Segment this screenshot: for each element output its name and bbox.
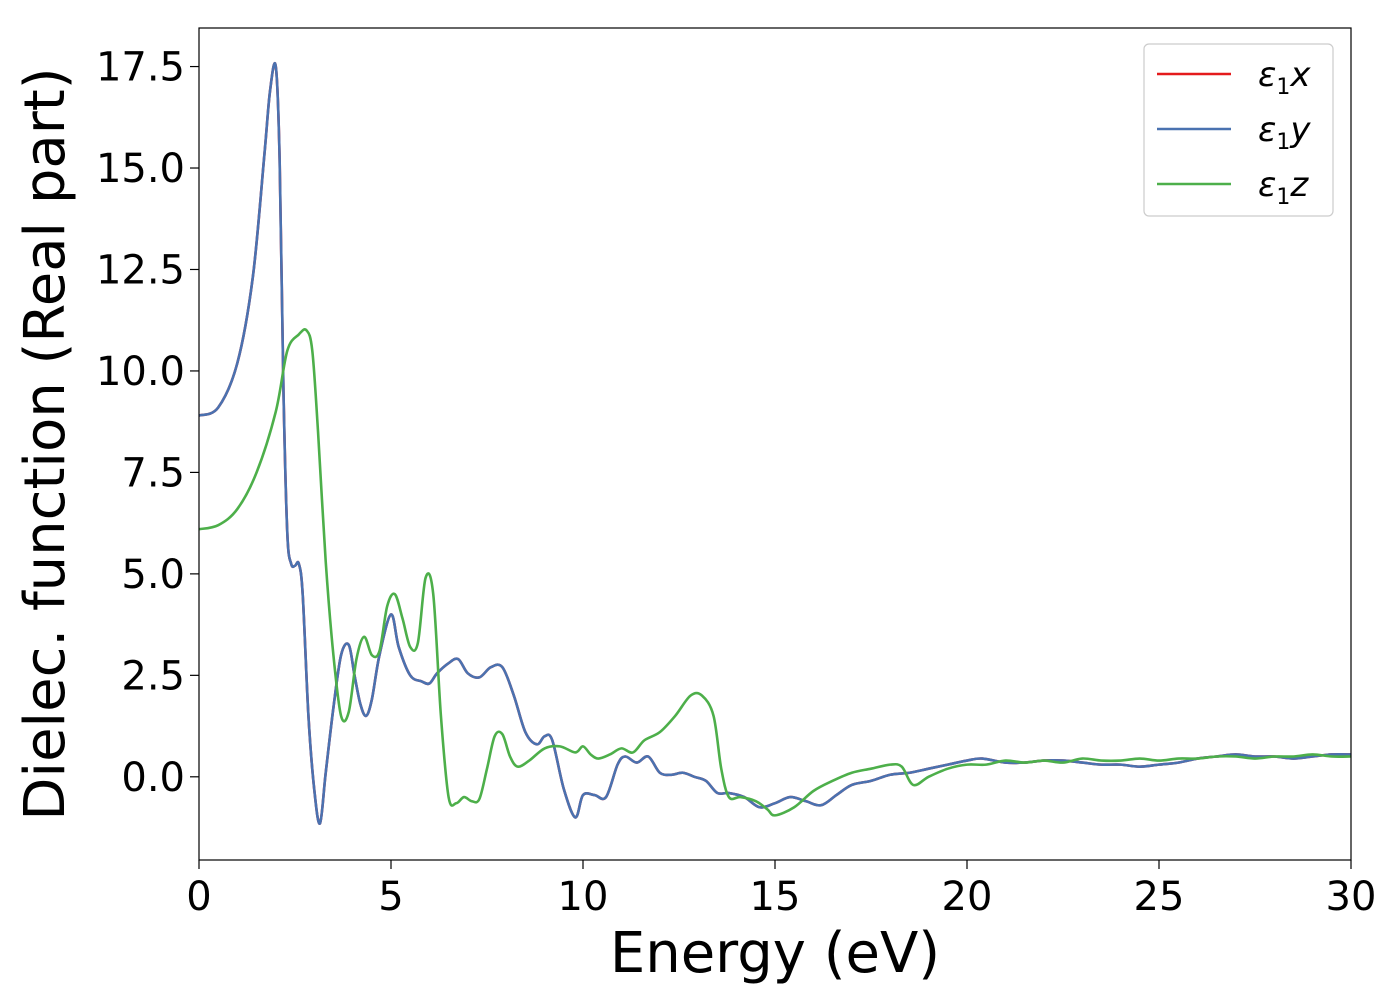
y-tick-label: 7.5 [121, 450, 185, 496]
x-tick-label: 25 [1134, 874, 1185, 920]
y-tick-label: 17.5 [96, 45, 185, 91]
legend-entry-y: ε1y [1258, 110, 1311, 155]
x-tick-label: 30 [1326, 874, 1377, 920]
x-tick-label: 20 [942, 874, 993, 920]
y-tick-label: 0.0 [121, 755, 185, 801]
y-tick-label: 15.0 [96, 146, 185, 192]
y-tick-label: 12.5 [96, 247, 185, 293]
x-tick-label: 5 [378, 874, 403, 920]
legend: ε1x ε1y ε1z [1143, 43, 1334, 217]
x-axis-label: Energy (eV) [610, 921, 940, 986]
y-tick-label: 2.5 [121, 653, 185, 699]
legend-entry-z: ε1z [1258, 165, 1309, 210]
x-tick-label: 0 [186, 874, 211, 920]
y-axis: 0.0 2.5 5.0 7.5 10.0 12.5 15.0 17.5 [96, 45, 199, 801]
series-line-z [199, 328, 1351, 817]
series-layer [199, 62, 1351, 825]
x-tick-label: 10 [558, 874, 609, 920]
legend-entry-x: ε1x [1258, 55, 1311, 100]
x-axis: 0 5 10 15 20 25 30 [186, 860, 1376, 920]
y-tick-label: 10.0 [96, 349, 185, 395]
y-axis-label: Dielec. function (Real part) [13, 67, 78, 820]
legend-box [1143, 43, 1334, 217]
y-tick-label: 5.0 [121, 552, 185, 598]
x-tick-label: 15 [750, 874, 801, 920]
